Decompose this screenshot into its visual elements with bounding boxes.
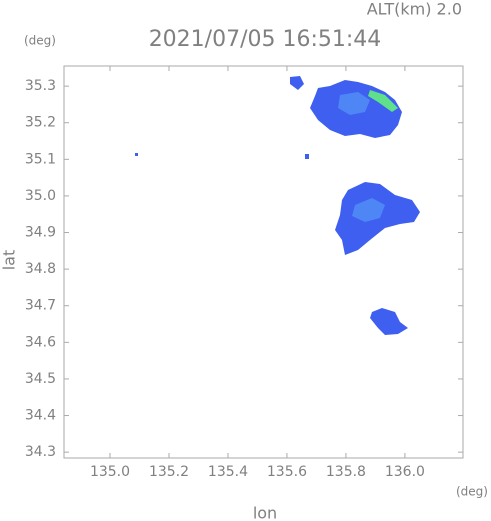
y-tick-label: 34.3 [25, 444, 56, 460]
x-tick-label: 135.2 [149, 464, 189, 480]
echo-area [352, 198, 385, 222]
y-tick-label: 34.4 [25, 408, 56, 424]
x-tick-label: 135.0 [90, 464, 130, 480]
echo-area [305, 154, 309, 159]
x-axis-label: lon [253, 504, 277, 521]
y-tick-label: 34.7 [25, 298, 56, 314]
y-axis-label: lat [0, 250, 19, 271]
x-tick-label: 135.4 [208, 464, 248, 480]
echo-area [338, 92, 370, 115]
echo-area [368, 90, 398, 112]
echo-area [135, 153, 138, 156]
y-tick-label: 34.9 [25, 225, 56, 241]
echo-area [370, 308, 408, 335]
y-tick-label: 34.8 [25, 261, 56, 277]
y-tick-label: 35.0 [25, 188, 56, 204]
y-tick-label: 35.3 [25, 78, 56, 94]
altitude-label: ALT(km) 2.0 [367, 0, 462, 19]
echo-area [290, 76, 304, 90]
y-tick-label: 35.1 [25, 151, 56, 167]
y-unit: (deg) [24, 34, 56, 48]
x-tick-label: 136.0 [385, 464, 425, 480]
y-tick-label: 35.2 [25, 115, 56, 131]
y-tick-label: 34.6 [25, 334, 56, 350]
plot-frame [63, 65, 464, 459]
x-tick-label: 135.6 [267, 464, 307, 480]
chart-title: 2021/07/05 16:51:44 [149, 27, 382, 52]
y-tick-label: 34.5 [25, 371, 56, 387]
echoes [135, 76, 420, 335]
x-tick-label: 135.8 [326, 464, 366, 480]
x-unit: (deg) [456, 485, 488, 499]
